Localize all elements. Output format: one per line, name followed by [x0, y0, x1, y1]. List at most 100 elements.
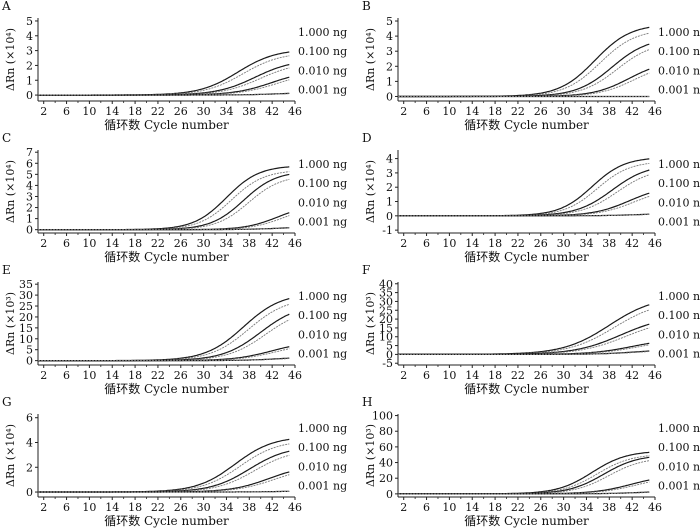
y-axis-label: ΔRn (×10⁴) [364, 160, 377, 223]
y-tick-label: 0 [26, 486, 33, 499]
series-label: 0.010 ng [658, 196, 700, 209]
x-tick-label: 10 [82, 105, 96, 118]
x-tick-label: 34 [219, 369, 233, 382]
y-tick-label: 7 [26, 146, 33, 159]
y-tick-label: 100 [372, 410, 393, 423]
panel-label: C [2, 131, 11, 145]
series-line [38, 171, 290, 231]
x-axis-label: 循环数 Cycle number [464, 513, 589, 528]
series-line [38, 346, 290, 362]
y-axis-label: ΔRn (×10⁴) [364, 28, 377, 91]
x-tick-label: 2 [400, 105, 407, 118]
series-label: 1.000 ng [298, 158, 347, 171]
series-line [38, 474, 290, 493]
x-tick-label: 18 [488, 501, 502, 514]
series-line [38, 92, 290, 96]
y-tick-label: 5 [386, 340, 393, 353]
x-tick-label: 30 [557, 369, 571, 382]
x-tick-label: 6 [423, 237, 430, 250]
series-line [398, 169, 650, 217]
x-tick-label: 46 [288, 237, 302, 250]
series-line [38, 471, 290, 493]
series-line [398, 309, 650, 355]
x-tick-label: 42 [625, 105, 639, 118]
x-tick-label: 6 [63, 501, 70, 514]
x-tick-label: 10 [82, 237, 96, 250]
y-tick-label: 0 [386, 90, 393, 103]
x-tick-label: 18 [128, 105, 142, 118]
panel-label: G [2, 395, 12, 409]
y-tick-label: 3 [26, 190, 33, 203]
x-tick-label: 38 [242, 501, 256, 514]
x-tick-label: 34 [579, 369, 593, 382]
x-axis-label: 循环数 Cycle number [104, 117, 229, 132]
x-tick-label: 42 [625, 501, 639, 514]
y-tick-label: 0 [386, 348, 393, 361]
x-tick-label: 26 [174, 369, 188, 382]
y-axis-label: ΔRn (×10⁴) [4, 28, 17, 91]
y-tick-label: -1 [382, 224, 393, 237]
x-tick-label: 42 [625, 369, 639, 382]
x-tick-label: 46 [288, 369, 302, 382]
y-tick-label: -5 [382, 357, 393, 370]
series-line [398, 350, 650, 355]
x-tick-label: 6 [63, 237, 70, 250]
y-tick-label: 5 [26, 15, 33, 28]
y-tick-label: 5 [26, 168, 33, 181]
series-label: 0.100 ng [658, 177, 700, 190]
series-line [38, 212, 290, 231]
series-line [38, 178, 290, 231]
series-label: 1.000 ng [298, 290, 347, 303]
y-tick-label: 6 [26, 157, 33, 170]
y-tick-label: 4 [26, 179, 33, 192]
x-axis-label: 循环数 Cycle number [104, 381, 229, 396]
x-tick-label: 6 [63, 105, 70, 118]
y-tick-label: 2 [26, 461, 33, 474]
series-line [398, 68, 650, 98]
y-tick-label: 3 [386, 167, 393, 180]
x-tick-label: 6 [423, 369, 430, 382]
series-line [38, 227, 290, 231]
y-tick-label: 4 [386, 153, 393, 166]
panel-e: E2 6 10 14 18 22 26 30 34 38 42 4605101520253035循环数… [2, 263, 347, 396]
series-label: 0.010 ng [658, 64, 700, 77]
series-line [398, 455, 650, 495]
series-label: 0.100 ng [658, 45, 700, 58]
x-tick-label: 6 [423, 501, 430, 514]
x-tick-label: 18 [128, 237, 142, 250]
y-axis-label: ΔRn (×10⁴) [4, 424, 17, 487]
x-tick-label: 10 [442, 501, 456, 514]
x-tick-label: 14 [105, 369, 119, 382]
series-label: 0.100 ng [298, 177, 347, 190]
y-tick-label: 1 [26, 213, 33, 226]
series-line [38, 79, 290, 96]
x-tick-label: 26 [534, 237, 548, 250]
y-tick-label: 6 [26, 412, 33, 425]
x-tick-label: 30 [197, 237, 211, 250]
x-tick-label: 14 [465, 105, 479, 118]
x-tick-label: 18 [488, 369, 502, 382]
y-tick-label: 40 [379, 278, 393, 291]
x-tick-label: 30 [197, 105, 211, 118]
x-tick-label: 2 [400, 501, 407, 514]
x-tick-label: 14 [105, 237, 119, 250]
x-tick-label: 26 [174, 105, 188, 118]
series-label: 0.100 ng [658, 309, 700, 322]
series-label: 1.000 ng [298, 26, 347, 39]
y-tick-label: 0 [26, 224, 33, 237]
series-label: 0.010 ng [298, 196, 347, 209]
x-tick-label: 10 [82, 369, 96, 382]
x-tick-label: 18 [488, 105, 502, 118]
series-line [38, 215, 290, 231]
x-tick-label: 42 [625, 237, 639, 250]
y-tick-label: 10 [379, 331, 393, 344]
y-tick-label: 20 [379, 313, 393, 326]
y-tick-label: 20 [19, 311, 33, 324]
panel-label: D [362, 131, 372, 145]
x-axis-label: 循环数 Cycle number [464, 249, 589, 264]
x-tick-label: 38 [602, 105, 616, 118]
series-line [38, 319, 290, 362]
series-label: 0.001 ng [298, 480, 347, 493]
x-tick-label: 42 [265, 501, 279, 514]
